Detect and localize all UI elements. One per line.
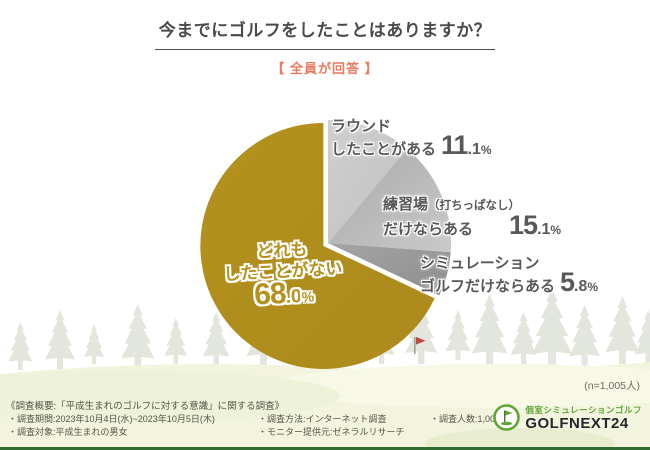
fairway-highlight bbox=[270, 364, 650, 408]
pie-slice-1 bbox=[328, 148, 451, 253]
flag-pin-icon bbox=[414, 337, 426, 354]
pie-slice-0 bbox=[328, 120, 407, 243]
survey-footer: 《調査概要:「平成生まれのゴルフに対する意識」に関する調査》 ・調査期間:202… bbox=[0, 398, 650, 447]
hill bbox=[0, 370, 340, 422]
brand-logo: 個室シミュレーションゴルフ GOLFNEXT24 bbox=[493, 404, 642, 431]
pie-chart bbox=[190, 105, 470, 385]
bunker bbox=[425, 428, 615, 450]
brand-tagline: 個室シミュレーションゴルフ bbox=[525, 405, 642, 415]
pie-label-none: どれも したことがない 68.0% bbox=[196, 236, 369, 314]
golf-flag-icon bbox=[493, 404, 521, 431]
chart-header: 今までにゴルフをしたことはありますか？ 【 全員が回答 】 bbox=[0, 16, 650, 77]
brand-name: GOLFNEXT24 bbox=[525, 415, 629, 432]
pie-label-round: ラウンド したことがある 11.1% bbox=[331, 118, 492, 160]
pie-label-practice: 練習場（打ちっぱなし） だけならある 15.1% bbox=[383, 196, 562, 240]
pie-value-simulation: 5.8% bbox=[560, 267, 599, 297]
survey-col-3: ・調査人数:1,005人 bbox=[430, 414, 510, 424]
pie-value-round: 11.1% bbox=[441, 130, 492, 160]
survey-col-1: ・調査期間:2023年10月4日(水)~2023年10月5日(木) ・調査対象:… bbox=[8, 414, 215, 437]
chart-title: 今までにゴルフをしたことはありますか？ bbox=[154, 16, 496, 50]
pie-slice-3 bbox=[200, 122, 435, 369]
chart-subtitle: 【 全員が回答 】 bbox=[271, 61, 379, 76]
survey-col-2: ・調査方法:インターネット調査 ・モニター提供元:ゼネラルリサーチ bbox=[258, 414, 405, 437]
pie-slice-2 bbox=[328, 243, 451, 296]
survey-summary: 《調査概要:「平成生まれのゴルフに対する意識」に関する調査》 bbox=[6, 401, 285, 412]
pie-value-practice: 15.1% bbox=[509, 210, 562, 240]
sample-size-label: (n=1,005人) bbox=[584, 380, 640, 392]
pie-label-simulation: シミュレーション ゴルフだけならある 5.8% bbox=[420, 255, 599, 297]
bottom-border bbox=[0, 447, 650, 450]
